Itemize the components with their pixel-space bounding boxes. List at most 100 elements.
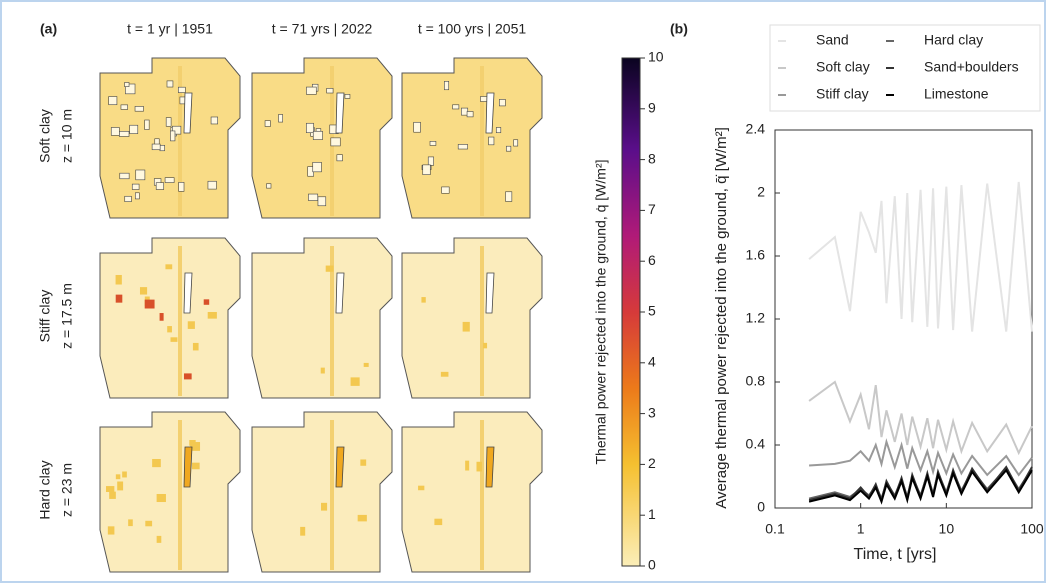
map-feature [183, 446, 193, 488]
map-building [156, 535, 162, 543]
map-building [457, 144, 468, 150]
map-building [106, 486, 115, 492]
row-label: z = 23 m [59, 463, 75, 517]
map-building [300, 526, 306, 536]
y-tick-label: 0.4 [746, 436, 766, 452]
y-axis-label: Average thermal power rejected into the … [713, 127, 730, 509]
series-line [808, 181, 1033, 332]
row-label: Stiff clay [37, 290, 53, 343]
map-building [421, 297, 426, 303]
y-tick-label: 0.8 [746, 373, 766, 389]
map-building [120, 104, 128, 110]
map-building [115, 294, 123, 303]
map-strip [178, 420, 182, 570]
map-outline [251, 411, 393, 573]
map-building [488, 136, 495, 146]
column-header: t = 100 yrs | 2051 [418, 21, 527, 37]
map-strip [480, 420, 484, 570]
map-feature [335, 446, 345, 488]
legend-label: Sand [816, 32, 849, 48]
series-line [809, 438, 1033, 477]
map-building [129, 124, 139, 134]
colorbar-tick-label: 0 [648, 557, 656, 573]
map-building [135, 169, 146, 181]
map-building [117, 481, 124, 491]
map-building [192, 342, 199, 351]
map-building [336, 154, 343, 162]
map-building [321, 502, 328, 511]
map-building [155, 182, 165, 190]
y-tick-label: 2.4 [746, 121, 766, 137]
map-building [312, 162, 322, 173]
map-building [306, 122, 314, 134]
column-header: t = 1 yr | 1951 [127, 21, 213, 37]
map-building [320, 367, 325, 374]
x-axis-label: Time, t [yrs] [854, 546, 937, 563]
map-building [183, 373, 192, 380]
map-feature [485, 446, 495, 488]
map-building [441, 186, 450, 194]
y-tick-label: 1.6 [746, 247, 766, 263]
colorbar-tick-label: 2 [648, 455, 656, 471]
map-building [164, 177, 175, 183]
colorbar-tick-label: 3 [648, 404, 656, 420]
map-building [513, 139, 519, 147]
map-building [159, 313, 164, 321]
map-building [109, 491, 116, 499]
map-building [108, 96, 118, 106]
map-building [476, 461, 482, 472]
map-strip [330, 420, 334, 570]
map-strip [330, 246, 334, 396]
map-strip [178, 66, 182, 216]
map-building [422, 164, 431, 175]
panel-label: (a) [40, 21, 57, 37]
map-building [506, 145, 512, 152]
map-building [444, 81, 450, 91]
map-building [115, 474, 121, 480]
map-outline [401, 237, 543, 399]
map-building [128, 519, 133, 527]
legend-label: Sand+boulders [924, 59, 1019, 75]
map-building [156, 493, 166, 503]
legend-label: Stiff clay [816, 86, 869, 102]
map-building [167, 326, 172, 333]
map-building [306, 86, 317, 95]
map-building [190, 442, 201, 451]
map-building [434, 518, 443, 526]
map-building [124, 82, 130, 87]
y-tick-label: 2 [757, 184, 765, 200]
x-tick-label: 1 [857, 521, 865, 537]
map-building [166, 80, 174, 88]
map-outline [99, 237, 241, 399]
map-building [187, 321, 195, 329]
map-building [499, 99, 506, 107]
legend-label: Hard clay [924, 32, 983, 48]
map-building [360, 459, 367, 466]
map-building [317, 196, 327, 207]
map-building [466, 111, 474, 118]
map-strip [178, 246, 182, 396]
map-building [145, 520, 153, 527]
map-outline [99, 57, 241, 219]
colorbar [621, 57, 641, 567]
map-building [170, 337, 178, 342]
map-building [330, 137, 341, 147]
map-building [122, 471, 127, 478]
map-building [124, 195, 132, 202]
map-strip [480, 66, 484, 216]
map-feature [485, 92, 495, 134]
map-building [465, 460, 470, 471]
map-building [152, 458, 161, 468]
row-label: Hard clay [37, 460, 53, 519]
map-building [135, 192, 140, 200]
map-building [125, 83, 136, 95]
row-label: Soft clay [37, 109, 53, 163]
map-building [203, 299, 210, 305]
y-tick-label: 0 [757, 499, 765, 515]
legend-label: Soft clay [816, 59, 870, 75]
colorbar-tick-label: 10 [648, 49, 664, 65]
map-building [110, 127, 120, 136]
map-outline [401, 57, 543, 219]
map-building [210, 116, 218, 125]
